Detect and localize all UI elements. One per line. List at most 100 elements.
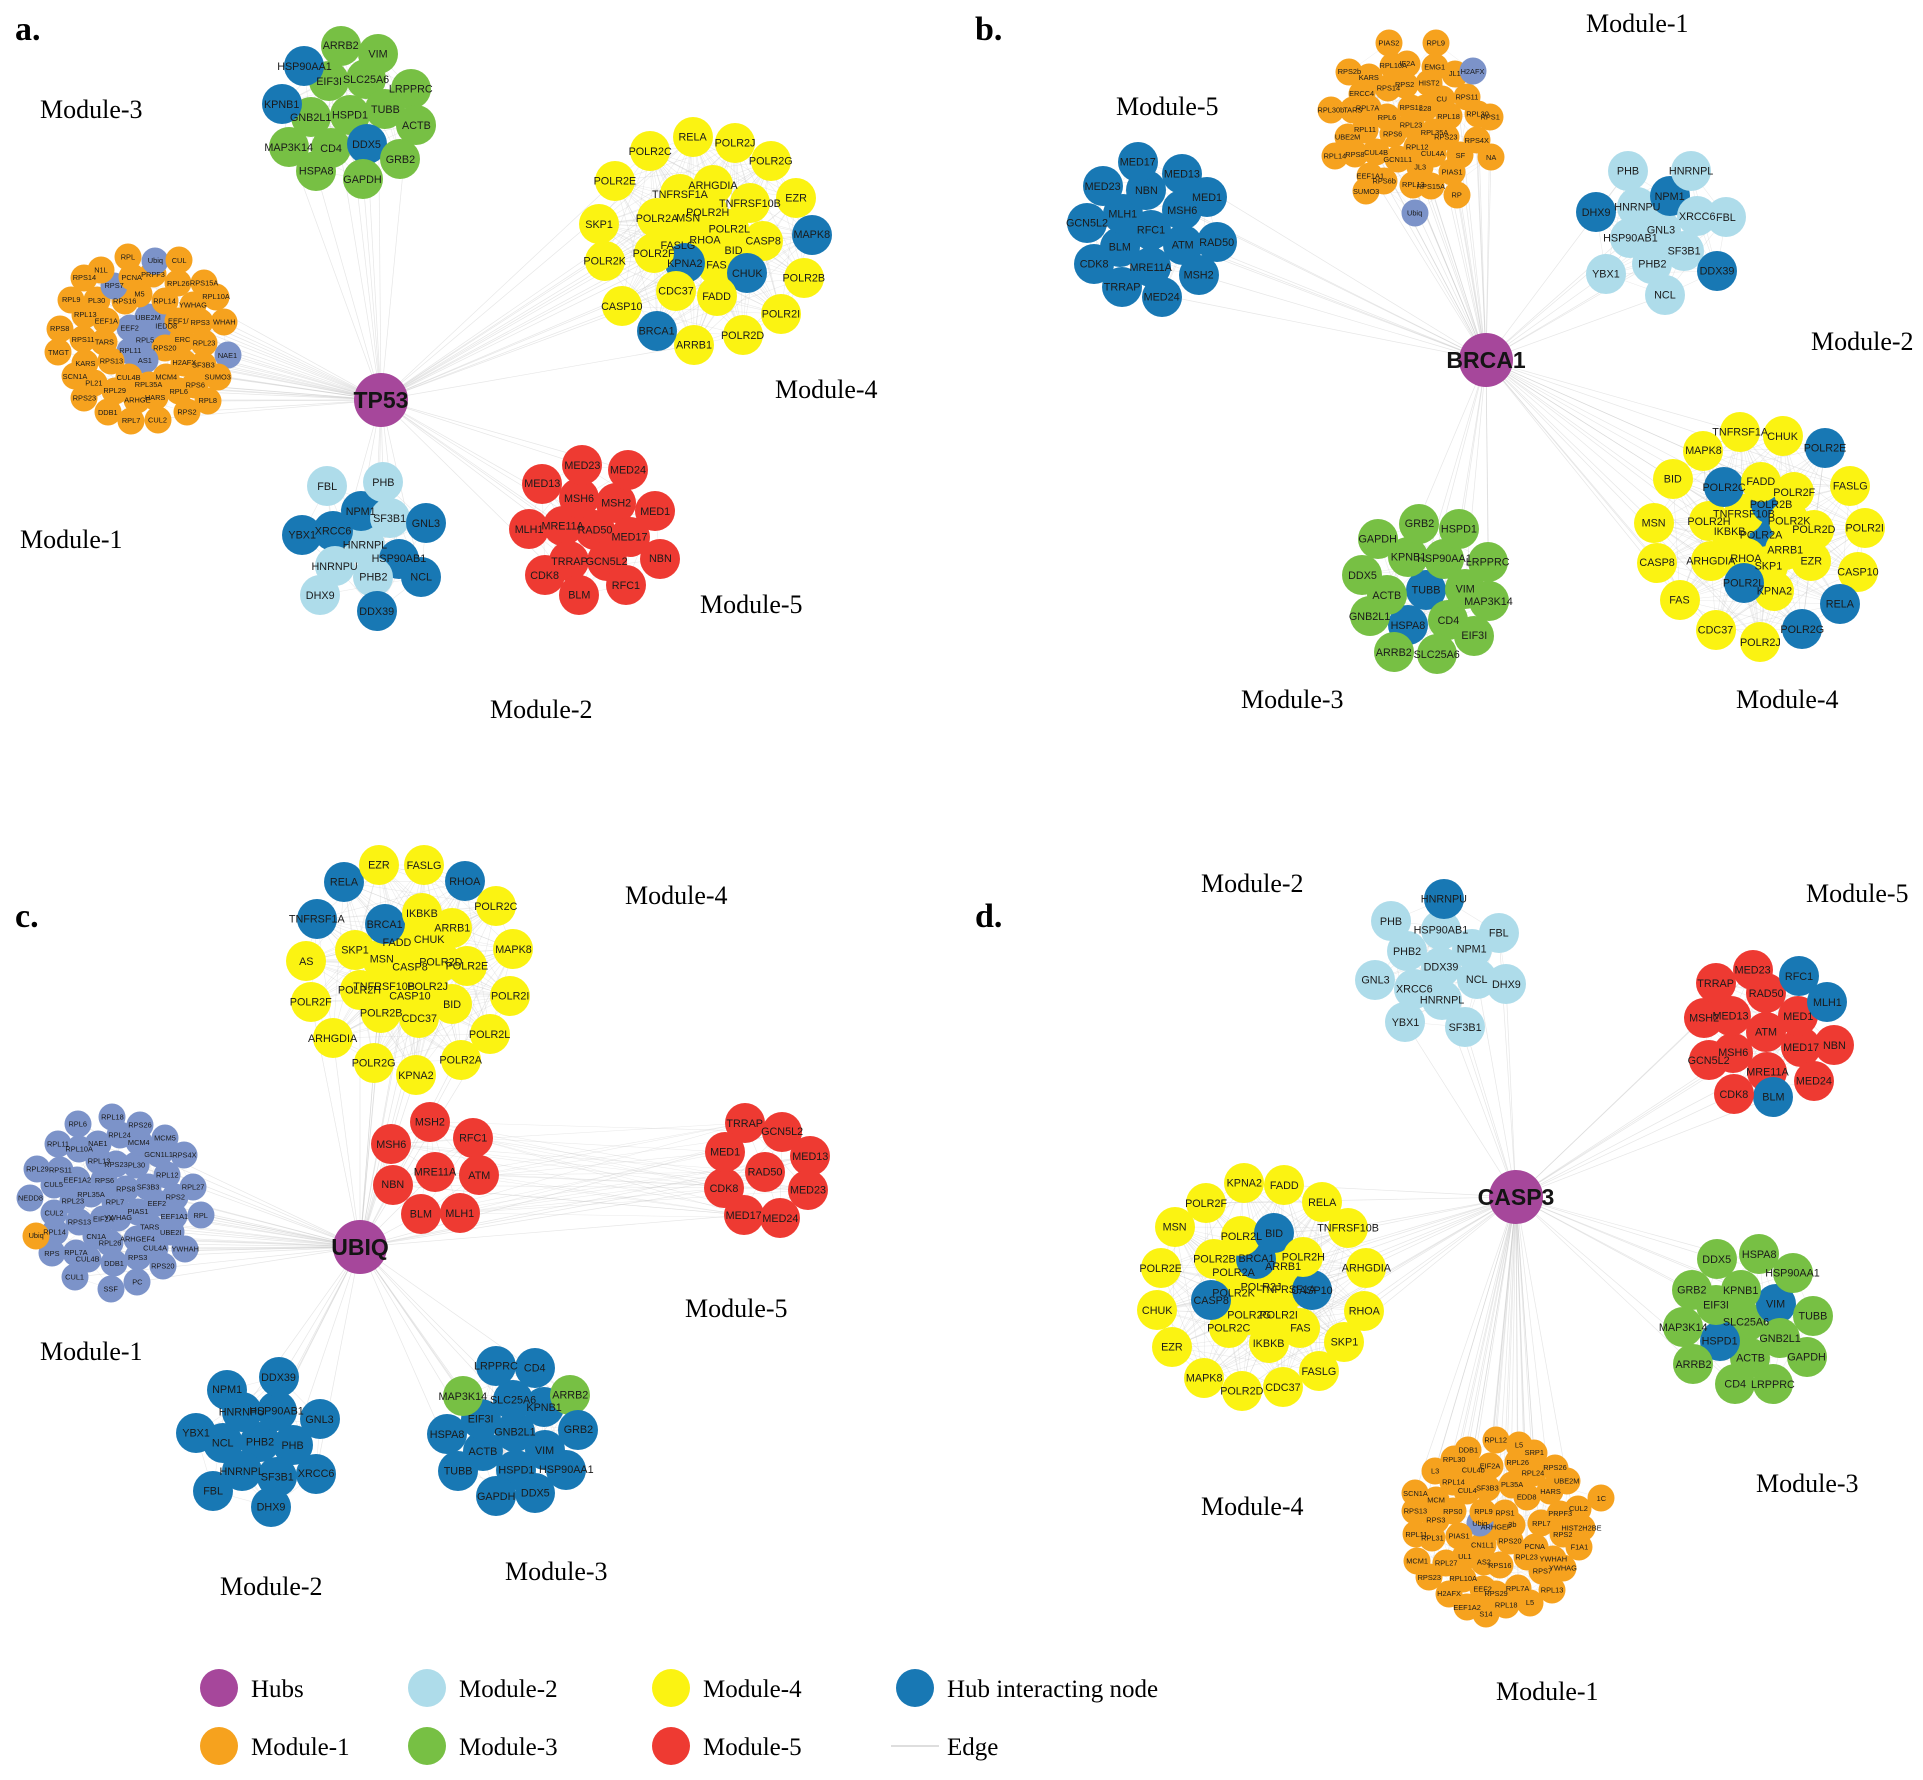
svg-text:BRCA1: BRCA1 [1238,1253,1274,1265]
svg-text:RPL7: RPL7 [1532,1519,1551,1528]
svg-text:TNFRSF1A: TNFRSF1A [1712,426,1769,438]
svg-text:BLM: BLM [568,589,590,601]
svg-text:NPM1: NPM1 [1655,191,1685,203]
svg-text:DDB1: DDB1 [98,408,118,417]
svg-text:BID: BID [1265,1228,1283,1240]
svg-text:POLR2D: POLR2D [1220,1386,1263,1398]
svg-text:EIF2A: EIF2A [1480,1462,1501,1471]
svg-text:FAS: FAS [706,259,726,271]
svg-text:RPL13: RPL13 [74,310,97,319]
svg-text:TRRAP: TRRAP [1104,281,1141,293]
svg-text:LRPPRC: LRPPRC [474,1361,518,1373]
svg-text:ARHGE: ARHGE [124,395,150,404]
svg-text:GCN1L1: GCN1L1 [144,1150,173,1159]
svg-text:RPL24: RPL24 [1522,1468,1545,1477]
svg-text:HIST2: HIST2 [1419,79,1440,88]
svg-text:RPL12: RPL12 [156,1171,179,1180]
svg-text:Ubiq: Ubiq [148,256,163,265]
svg-text:BLM: BLM [1762,1091,1784,1103]
svg-text:POLR2H: POLR2H [338,985,381,997]
svg-text:CUL4A: CUL4A [1421,149,1445,158]
svg-text:HNRNPU: HNRNPU [312,561,358,573]
svg-text:MCM1: MCM1 [1406,1557,1428,1566]
svg-text:RPL5: RPL5 [136,336,155,345]
svg-text:XRCC6: XRCC6 [1396,984,1433,996]
svg-text:MED17: MED17 [1120,157,1156,169]
svg-text:CDK8: CDK8 [710,1183,739,1195]
svg-text:RPL11: RPL11 [47,1140,69,1149]
svg-text:RPL26: RPL26 [167,279,190,288]
svg-text:IF2A: IF2A [1400,59,1416,68]
svg-text:DDB1: DDB1 [1458,1445,1478,1454]
svg-text:TARS: TARS [95,337,114,346]
svg-text:TRRAP: TRRAP [726,1118,763,1130]
svg-text:RPL23: RPL23 [1515,1553,1538,1562]
svg-text:CUL4B: CUL4B [76,1254,100,1263]
svg-text:CDK8: CDK8 [1719,1089,1748,1101]
svg-text:MSH2: MSH2 [1184,270,1214,282]
svg-text:TNFRSF10B: TNFRSF10B [1317,1223,1379,1235]
svg-text:ARHGDIA: ARHGDIA [688,180,738,192]
svg-text:Ubiq: Ubiq [1472,1519,1487,1528]
svg-text:TNFRSF1A: TNFRSF1A [289,914,346,926]
svg-text:FBL: FBL [1716,212,1736,224]
svg-text:GCN5L2: GCN5L2 [1066,217,1108,229]
svg-text:N1L: N1L [94,265,108,274]
svg-text:TARS: TARS [140,1223,159,1232]
svg-text:MED13: MED13 [792,1151,828,1163]
svg-text:DDX5: DDX5 [352,139,381,151]
svg-text:RPL7: RPL7 [106,1198,125,1207]
svg-text:RPL6: RPL6 [68,1120,87,1129]
svg-text:CUL2: CUL2 [1569,1504,1588,1513]
svg-text:RPS2b: RPS2b [1338,67,1361,76]
svg-text:RPL18: RPL18 [101,1112,124,1121]
svg-text:Module-3: Module-3 [505,1557,608,1586]
svg-text:MED24: MED24 [1144,291,1180,303]
svg-text:MSH6: MSH6 [1167,205,1197,217]
svg-text:RPS11: RPS11 [72,335,95,344]
svg-text:CD4: CD4 [524,1363,546,1375]
svg-text:RPS: RPS [44,1249,59,1258]
svg-text:EEF2: EEF2 [120,324,138,333]
svg-text:SF3B1: SF3B1 [1668,245,1701,257]
svg-text:RPL13: RPL13 [88,1156,111,1165]
svg-text:Module-3: Module-3 [1241,685,1344,714]
svg-text:EEF1A: EEF1A [95,317,118,326]
svg-text:SF3B3: SF3B3 [192,360,215,369]
svg-text:GCN5L2: GCN5L2 [586,556,628,568]
svg-text:MED17: MED17 [1783,1042,1819,1054]
svg-text:KARS: KARS [75,359,95,368]
svg-text:PIAS1: PIAS1 [1442,167,1463,176]
svg-text:CDC37: CDC37 [1265,1382,1300,1394]
svg-text:ACTB: ACTB [469,1446,498,1458]
svg-text:RPS16: RPS16 [1488,1561,1511,1570]
svg-text:SF3B3: SF3B3 [1476,1483,1499,1492]
svg-text:CASP3: CASP3 [1478,1184,1555,1210]
svg-text:Module-2: Module-2 [459,1676,558,1703]
svg-text:RPS23: RPS23 [1434,132,1457,141]
svg-text:RPL13: RPL13 [1402,180,1425,189]
svg-text:CHUK: CHUK [1142,1305,1173,1317]
svg-text:CHUK: CHUK [732,268,763,280]
svg-text:POLR2C: POLR2C [629,146,672,158]
svg-text:MLH1: MLH1 [1108,208,1137,220]
svg-text:RELA: RELA [1308,1197,1337,1209]
svg-text:HSPD1: HSPD1 [498,1464,534,1476]
svg-text:ARHGDIA: ARHGDIA [308,1033,358,1045]
svg-text:MED24: MED24 [610,464,646,476]
svg-text:FADD: FADD [702,291,731,303]
svg-text:BID: BID [1664,473,1682,485]
svg-text:GNB2L1: GNB2L1 [494,1427,535,1439]
svg-text:HSP90AA1: HSP90AA1 [277,61,332,73]
svg-text:RPL23: RPL23 [1400,121,1423,130]
svg-text:RPS4X: RPS4X [172,1150,196,1159]
svg-text:PL30: PL30 [128,1160,145,1169]
svg-text:MAPK8: MAPK8 [495,944,532,956]
svg-text:MLH1: MLH1 [1813,997,1842,1009]
svg-text:VIM: VIM [368,48,387,60]
svg-text:POLR2G: POLR2G [749,156,793,168]
svg-text:GAPDH: GAPDH [1787,1352,1825,1364]
svg-text:RPL18: RPL18 [1495,1601,1518,1610]
svg-text:RPL10A: RPL10A [1449,1574,1477,1583]
svg-text:RPS20: RPS20 [153,344,176,353]
